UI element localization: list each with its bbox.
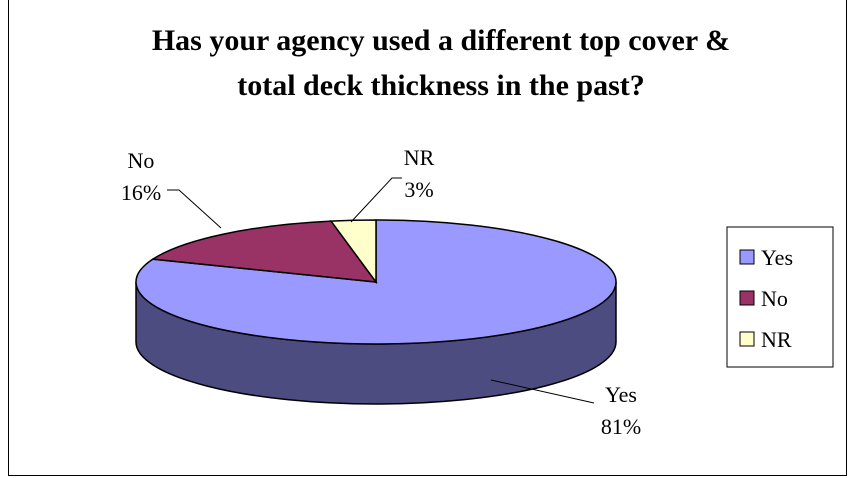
data-label-no-percent: 16% bbox=[121, 180, 161, 205]
pie-chart: Has your agency used a different top cov… bbox=[121, 24, 834, 439]
legend-label-yes: Yes bbox=[761, 245, 793, 270]
legend-swatch-nr bbox=[739, 331, 755, 347]
pie-slice-no bbox=[150, 220, 378, 283]
pie-slice-yes bbox=[135, 219, 617, 345]
leader-line-no bbox=[167, 189, 222, 229]
chart-frame: Has your agency used a different top cov… bbox=[8, 0, 847, 476]
data-labels: Yes 81% No 16% NR 3% bbox=[121, 145, 641, 439]
leader-line-nr bbox=[350, 177, 402, 223]
pie-slice-nr bbox=[329, 219, 377, 285]
legend-label-no: No bbox=[761, 286, 788, 311]
leader-line-yes bbox=[490, 379, 595, 404]
data-label-no-name: No bbox=[128, 148, 155, 173]
pie-layer bbox=[135, 219, 617, 405]
data-label-yes-name: Yes bbox=[605, 382, 637, 407]
data-label-nr-percent: 3% bbox=[404, 177, 433, 202]
data-label-nr-name: NR bbox=[404, 145, 435, 170]
legend-swatch-no bbox=[739, 290, 755, 306]
legend-label-nr: NR bbox=[761, 327, 792, 352]
chart-title-line-2: total deck thickness in the past? bbox=[237, 69, 645, 102]
data-label-yes-percent: 81% bbox=[601, 414, 641, 439]
chart-title-line-1: Has your agency used a different top cov… bbox=[152, 24, 730, 57]
legend-swatch-yes bbox=[739, 249, 755, 265]
legend: Yes No NR bbox=[726, 226, 834, 368]
